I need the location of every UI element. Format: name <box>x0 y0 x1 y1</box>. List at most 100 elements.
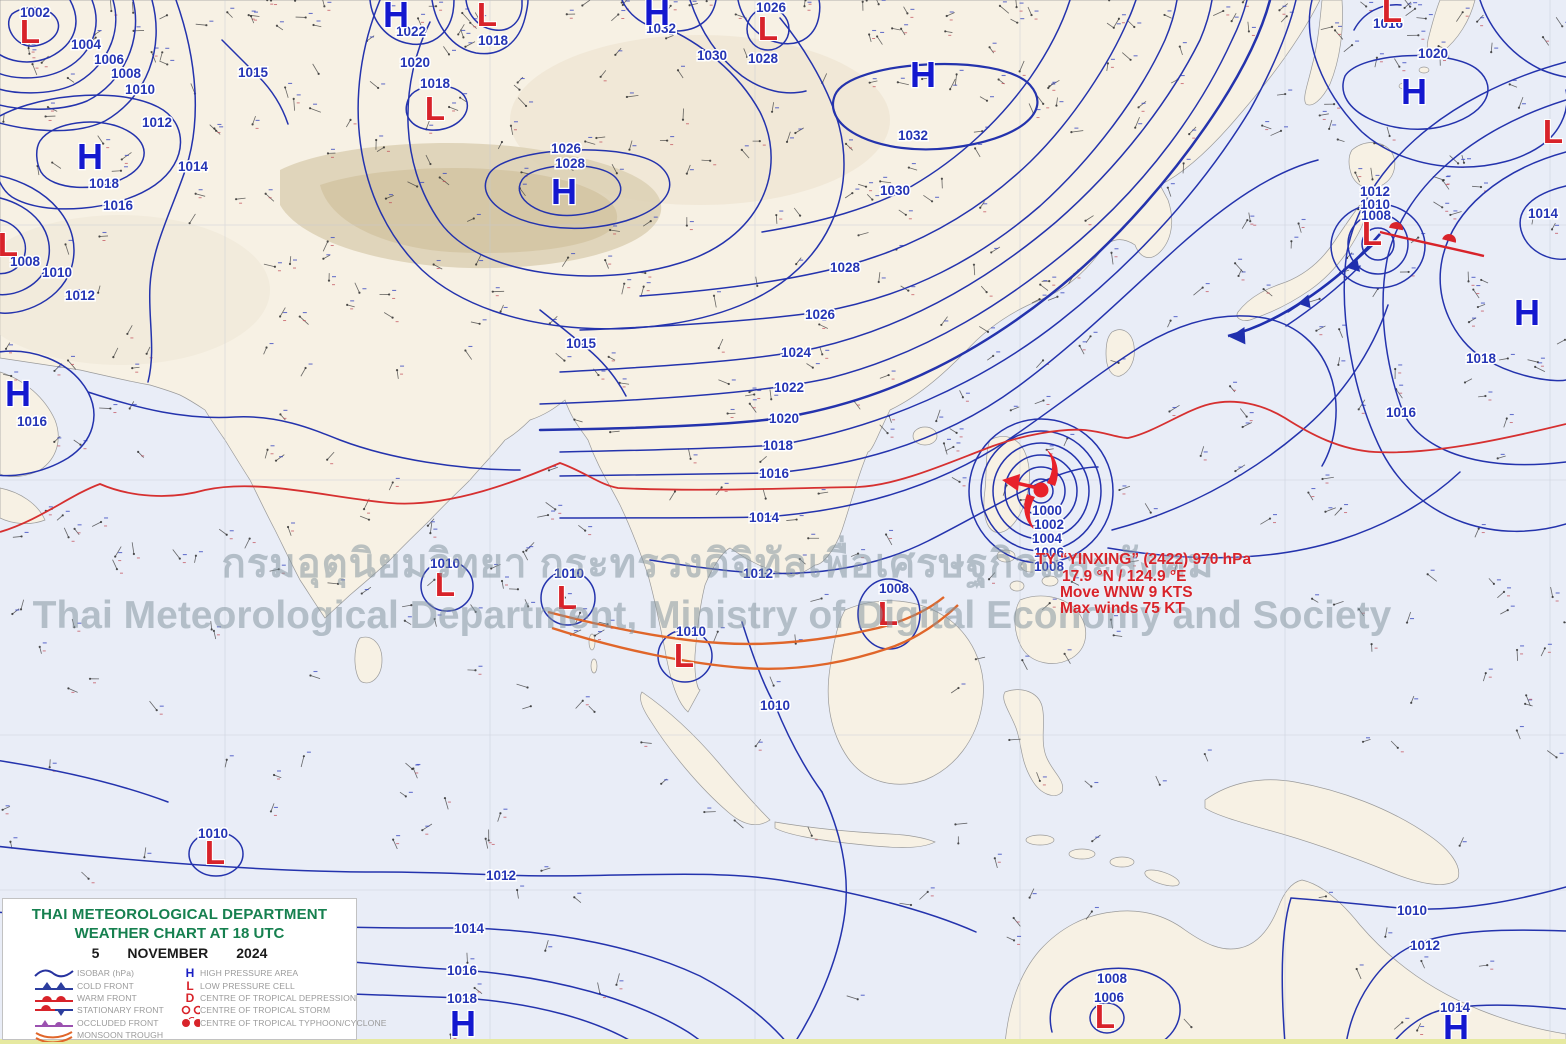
motion-arrow <box>1002 474 1039 491</box>
high-pressure-marker: H <box>77 136 103 177</box>
high-pressure-marker: H <box>450 1003 476 1044</box>
isobar-value-label: 1008 <box>111 66 142 81</box>
cold-front-icon <box>31 980 77 991</box>
visayas-island <box>1009 580 1025 592</box>
isobar-value-label: 1032 <box>898 128 928 143</box>
isobar-value-label: 1010 <box>125 82 155 97</box>
isobar-value-label: 1012 <box>1410 938 1440 953</box>
isobar-value-label: 1012 <box>743 566 773 581</box>
low-pressure-marker: L <box>557 579 577 616</box>
legend-label: CENTRE OF TROPICAL TYPHOON/CYCLONE <box>200 1017 387 1028</box>
java-island <box>774 821 936 848</box>
isobar-value-label: 1024 <box>781 345 812 360</box>
warm-front-line <box>1379 230 1485 258</box>
legend-label: CENTRE OF TROPICAL STORM <box>200 1005 331 1016</box>
isobar-value-label: 1006 <box>1094 990 1125 1005</box>
isobar-value-label: 1018 <box>478 33 509 48</box>
isobar-value-label: 1008 <box>1361 208 1392 223</box>
high-letter-icon: H <box>185 966 195 981</box>
isobar-label-layer: 1002100410061008101010121014101510181016… <box>8 0 1560 1017</box>
typhoon-annotation-line: TY “YINXING” (2422) 970 hPa <box>1036 551 1252 568</box>
isobar-value-label: 1018 <box>447 991 478 1006</box>
lesser-sunda-island <box>1068 848 1096 860</box>
legend-row: D CENTRE OF TROPICAL DEPRESSION <box>180 992 356 1004</box>
low-letter-icon: L <box>186 978 194 993</box>
isobar-value-label: 1015 <box>238 65 269 80</box>
legend-row: MONSOON TROUGH <box>31 1029 180 1042</box>
typhoon-annotation-line: Max winds 75 KT <box>1060 600 1185 617</box>
isobar-value-label: 1020 <box>1418 46 1448 61</box>
isobar-value-label: 1014 <box>178 159 209 174</box>
high-pressure-marker: H <box>910 54 936 95</box>
isobar-value-label: 1010 <box>760 698 790 713</box>
map-bottom-strip <box>0 1039 1566 1044</box>
typhoon-symbol <box>1002 449 1058 531</box>
lesser-sunda-island <box>1109 856 1135 868</box>
legend-label: MONSOON TROUGH <box>77 1030 164 1041</box>
typhoon-annotation-line: 17.9 °N / 124.9 °E <box>1062 568 1187 585</box>
legend-label: STATIONARY FRONT <box>77 1005 164 1016</box>
isobar-value-label: 1018 <box>89 176 120 191</box>
legend-box: THAI METEOROLOGICAL DEPARTMENT WEATHER C… <box>2 898 387 1042</box>
high-pressure-marker: H <box>1514 292 1540 333</box>
low-pressure-marker: L <box>20 13 40 50</box>
isobar-value-label: 1030 <box>697 48 727 63</box>
chart-title: THAI METEOROLOGICAL DEPARTMENT <box>31 906 328 923</box>
horn-coast <box>0 487 46 524</box>
legend-row: L LOW PRESSURE CELL <box>180 978 356 993</box>
depression-letter-icon: D <box>185 990 195 1005</box>
isobar-value-label: 1014 <box>1440 1000 1471 1015</box>
legend-row: STATIONARY FRONT <box>31 1004 180 1016</box>
isobar-value-label: 1026 <box>551 141 582 156</box>
high-pressure-marker: H <box>5 373 31 414</box>
lesser-sunda-island <box>1025 834 1055 846</box>
legend-row: WARM FRONT <box>31 992 180 1004</box>
low-pressure-marker: L <box>674 637 694 674</box>
isobar-value-label: 1012 <box>1360 184 1390 199</box>
chart-date: 5 NOVEMBER 2024 <box>3 945 356 961</box>
legend-label: HIGH PRESSURE AREA <box>200 968 299 979</box>
sakhalin-island <box>1304 0 1343 106</box>
low-pressure-marker: L <box>1095 998 1115 1035</box>
highland-shading-layer <box>0 35 890 365</box>
warm-front-pip <box>1389 222 1403 231</box>
low-pressure-marker: L <box>1362 215 1382 252</box>
isobar-value-label: 1022 <box>774 380 804 395</box>
low-pressure-marker: L <box>477 0 497 33</box>
isobar-value-label: 1010 <box>1397 903 1427 918</box>
isobar-value-label: 1010 <box>554 566 584 581</box>
low-pressure-marker: L <box>435 566 455 603</box>
high-pressure-marker: H <box>383 0 409 35</box>
timor-island <box>1144 869 1180 887</box>
front-layer <box>1227 222 1485 345</box>
cold-front-pip <box>1346 258 1361 272</box>
isobar-value-label: 1010 <box>676 624 706 639</box>
legend-label: ISOBAR (hPa) <box>77 968 135 979</box>
isobar-value-label: 1016 <box>1373 16 1404 31</box>
stationary-front-icon <box>31 1004 77 1017</box>
high-pressure-marker: H <box>644 0 670 33</box>
warm-front-icon <box>31 992 77 1003</box>
high-pressure-marker: H <box>1401 71 1427 112</box>
borneo-island <box>827 600 984 785</box>
legend-row: OCCLUDED FRONT <box>31 1017 180 1029</box>
kuril-island <box>1418 66 1430 74</box>
isobar-value-label: 1028 <box>830 260 861 275</box>
isobar-value-label: 1010 <box>198 826 228 841</box>
isobar-value-label: 1004 <box>1032 531 1063 546</box>
isobar-value-label: 1004 <box>71 37 102 52</box>
isobar-value-label: 1000 <box>1032 503 1062 518</box>
isobar-value-label: 1026 <box>805 307 836 322</box>
legend-row: ISOBAR (hPa) <box>31 967 180 979</box>
isobar-value-label: 1010 <box>430 556 460 571</box>
australia-landmass <box>1004 879 1566 1044</box>
date-day: 5 <box>91 945 100 961</box>
isobar-value-label: 1014 <box>454 921 485 936</box>
legend-label: LOW PRESSURE CELL <box>200 980 295 991</box>
monsoon-trough-icon <box>31 1029 77 1042</box>
legend-label: CENTRE OF TROPICAL DEPRESSION <box>200 992 357 1003</box>
isobar-value-label: 1008 <box>1034 559 1065 574</box>
kuril-island <box>1398 82 1410 90</box>
